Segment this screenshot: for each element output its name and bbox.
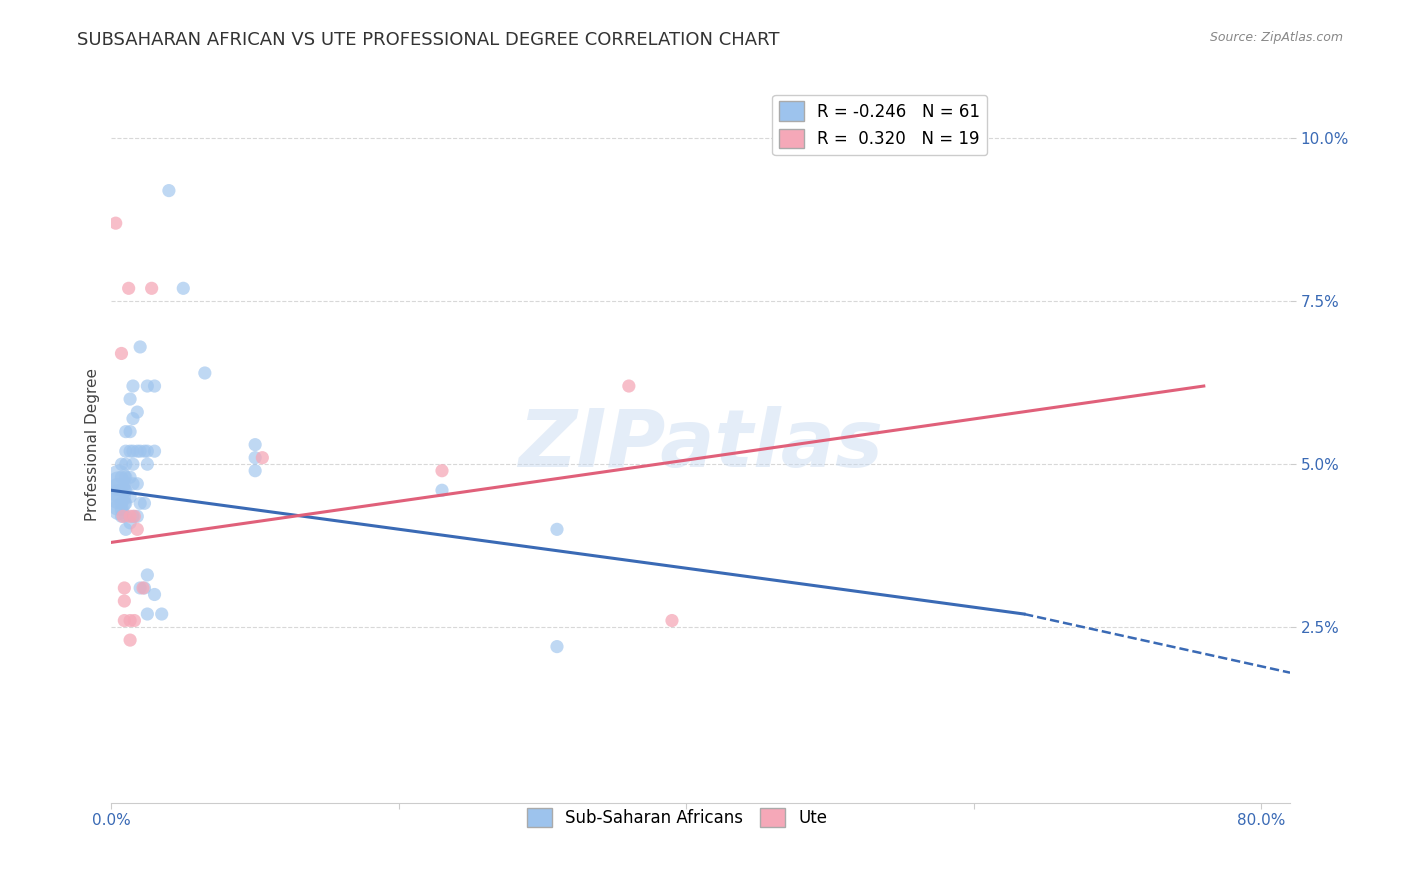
- Point: [134, 444, 156, 458]
- Point: [114, 509, 136, 524]
- Point: [129, 496, 152, 510]
- Point: [129, 340, 152, 354]
- Point: [120, 444, 142, 458]
- Point: [110, 483, 132, 498]
- Point: [243, 464, 266, 478]
- Point: [120, 633, 142, 648]
- Point: [122, 411, 145, 425]
- Point: [127, 476, 149, 491]
- Text: ZIPatlas: ZIPatlas: [519, 406, 883, 483]
- Point: [114, 444, 136, 458]
- Point: [143, 587, 166, 601]
- Point: [157, 184, 180, 198]
- Point: [172, 281, 194, 295]
- Point: [129, 444, 152, 458]
- Point: [111, 509, 134, 524]
- Point: [430, 464, 453, 478]
- Point: [136, 457, 159, 471]
- Point: [134, 496, 156, 510]
- Point: [143, 379, 166, 393]
- Point: [120, 425, 142, 439]
- Point: [430, 483, 453, 498]
- Legend: Sub-Saharan Africans, Ute: Sub-Saharan Africans, Ute: [520, 801, 834, 834]
- Point: [120, 490, 142, 504]
- Point: [118, 281, 141, 295]
- Point: [110, 457, 132, 471]
- Point: [546, 640, 568, 654]
- Point: [127, 444, 149, 458]
- Point: [110, 503, 132, 517]
- Point: [122, 476, 145, 491]
- Point: [112, 614, 135, 628]
- Point: [122, 379, 145, 393]
- Point: [132, 581, 155, 595]
- Point: [114, 457, 136, 471]
- Point: [120, 509, 142, 524]
- Point: [120, 614, 142, 628]
- Point: [124, 614, 146, 628]
- Text: Source: ZipAtlas.com: Source: ZipAtlas.com: [1209, 31, 1343, 45]
- Point: [107, 483, 129, 498]
- Point: [143, 444, 166, 458]
- Point: [122, 509, 145, 524]
- Point: [114, 522, 136, 536]
- Y-axis label: Professional Degree: Professional Degree: [86, 368, 100, 521]
- Point: [120, 516, 142, 530]
- Point: [122, 457, 145, 471]
- Text: SUBSAHARAN AFRICAN VS UTE PROFESSIONAL DEGREE CORRELATION CHART: SUBSAHARAN AFRICAN VS UTE PROFESSIONAL D…: [77, 31, 780, 49]
- Point: [129, 581, 152, 595]
- Point: [127, 405, 149, 419]
- Point: [617, 379, 640, 393]
- Point: [107, 476, 129, 491]
- Point: [136, 607, 159, 621]
- Point: [194, 366, 217, 380]
- Point: [110, 509, 132, 524]
- Point: [136, 444, 159, 458]
- Point: [114, 496, 136, 510]
- Point: [243, 450, 266, 465]
- Point: [136, 379, 159, 393]
- Point: [107, 503, 129, 517]
- Point: [136, 568, 159, 582]
- Point: [112, 594, 135, 608]
- Point: [107, 490, 129, 504]
- Point: [114, 470, 136, 484]
- Point: [134, 581, 156, 595]
- Point: [661, 614, 683, 628]
- Point: [150, 607, 173, 621]
- Point: [120, 470, 142, 484]
- Point: [127, 522, 149, 536]
- Point: [546, 522, 568, 536]
- Point: [122, 444, 145, 458]
- Point: [107, 496, 129, 510]
- Point: [112, 581, 135, 595]
- Point: [110, 470, 132, 484]
- Point: [120, 392, 142, 406]
- Point: [107, 470, 129, 484]
- Point: [141, 281, 163, 295]
- Point: [104, 216, 127, 230]
- Point: [114, 425, 136, 439]
- Point: [127, 509, 149, 524]
- Point: [252, 450, 274, 465]
- Point: [243, 437, 266, 451]
- Point: [110, 346, 132, 360]
- Point: [114, 483, 136, 498]
- Point: [124, 509, 146, 524]
- Point: [110, 496, 132, 510]
